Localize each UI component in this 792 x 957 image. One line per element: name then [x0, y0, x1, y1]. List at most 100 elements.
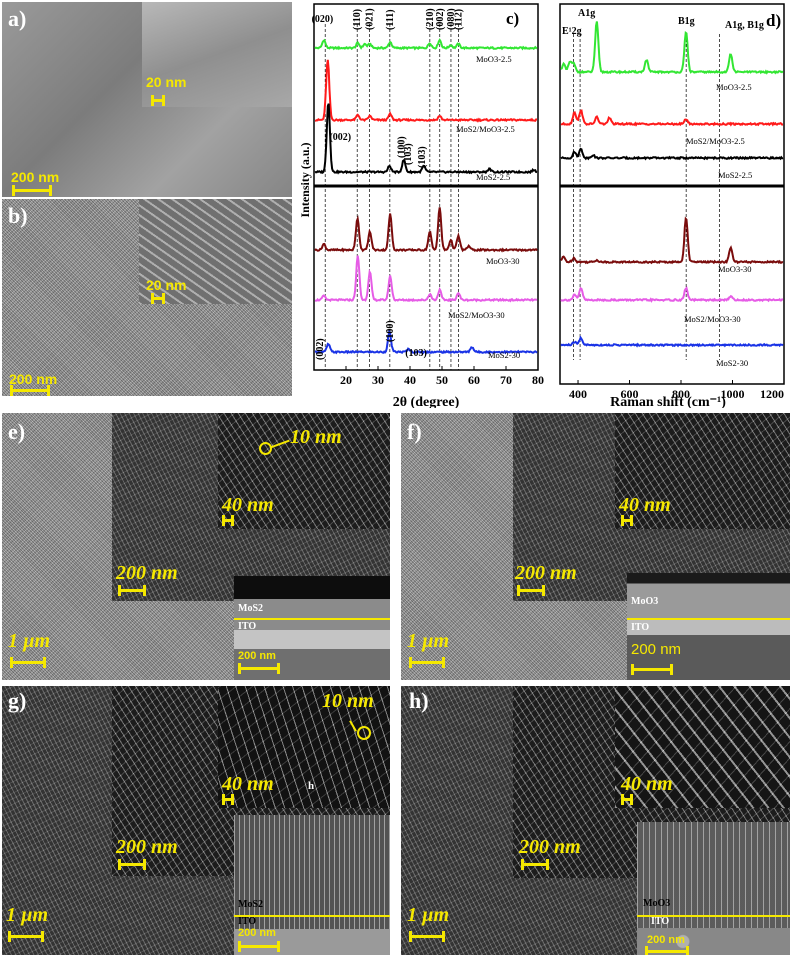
raman-peak-label-0: E¹2g	[562, 26, 582, 37]
raman-plot-frame	[559, 3, 785, 385]
xrd-mos2-30-peak-label-1: (100)	[385, 320, 396, 342]
main-scale-bar-h	[409, 931, 445, 942]
cross-scale-label-f: 200 nm	[631, 641, 682, 658]
cross-scale-bar-g	[238, 941, 280, 952]
main-scale-unit-e: µm	[23, 630, 51, 652]
feature-circle-g	[357, 726, 371, 740]
raman-series-label-4: MoS2/MoO3-30	[684, 314, 741, 324]
mid-scale-unit-f: nm	[550, 562, 577, 584]
sem-panel-h: MoO3 ITO 200 nm h) 40 nm 200 nm 1 µm	[401, 686, 790, 955]
raman-chart: MoO3-2.5 MoS2/MoO3-2.5 MoS2-2.5 MoO3-30 MoS2…	[559, 3, 785, 408]
xrd-y-axis-label: Intensity (a.u.)	[298, 142, 312, 217]
raman-series-line-1	[560, 109, 784, 127]
sem-panel-g: MoS2 ITO 200 nm g) 10 nm h 40 nm 200 nm …	[2, 686, 390, 955]
xrd-mos2-2-5-peak-label-3: (103)	[417, 146, 428, 168]
sem-high-inset-e	[218, 413, 390, 529]
feature-unit-e: nm	[315, 426, 342, 448]
mid-scale-value-g: 200	[116, 836, 146, 858]
interface-line-f	[627, 618, 790, 620]
layer-label-bottom-e: ITO	[238, 621, 257, 632]
raman-x-tick-label-2: 800	[672, 387, 690, 401]
sem-high-inset-f	[615, 413, 790, 529]
main-scale-label-h: 1 µm	[407, 904, 449, 927]
raman-series-line-4	[560, 286, 784, 303]
inset-scale-label-a: 20 nm	[146, 74, 187, 90]
raman-peak-label-2: B1g	[678, 16, 695, 27]
mid-scale-value-h: 200	[519, 836, 549, 858]
xrd-series-label-2: MoS2-2.5	[476, 172, 510, 182]
mid-scale-bar-f	[517, 585, 545, 596]
main-scale-bar-a	[12, 185, 52, 196]
inset-scale-value-g: 40	[222, 773, 242, 795]
xrd-x-tick-label-6: 80	[532, 373, 544, 387]
inset-scale-value-e: 40	[222, 494, 242, 516]
mid-scale-label-f: 200 nm	[515, 562, 577, 585]
inset-scale-label-e: 40 nm	[222, 494, 274, 517]
cross-scale-label-h: 200 nm	[647, 934, 685, 946]
xrd-x-tick-label-2: 40	[404, 373, 416, 387]
raman-series-label-5: MoS2-30	[716, 358, 748, 368]
substrate-g	[234, 929, 390, 955]
xrd-x-tick-label-1: 30	[372, 373, 384, 387]
raman-series-line-2	[560, 147, 784, 161]
feature-value-g: 10	[322, 690, 342, 712]
feature-unit-g: nm	[347, 690, 374, 712]
xrd-x-axis-label: 2θ (degree)	[393, 395, 460, 408]
xrd-chart-panel: MoO3-2.5 MoS2/MoO3-2.5 MoS2-2.5 MoO3-30 MoS2…	[296, 0, 546, 408]
raman-series-line-0	[560, 21, 784, 75]
panel-label-g: g)	[8, 688, 27, 713]
xrd-top-peak-label-1: (110)	[352, 9, 363, 30]
raman-x-tick-label-3: 1000	[721, 387, 745, 401]
xrd-series-line-0	[314, 38, 538, 51]
main-scale-unit-h: µm	[422, 904, 450, 926]
cross-scale-bar-f	[631, 664, 673, 675]
main-scale-bar-e	[10, 657, 46, 668]
main-scale-value-h: 1	[407, 904, 417, 926]
xrd-x-tick-label-4: 60	[468, 373, 480, 387]
panel-label-e: e)	[8, 419, 26, 444]
feature-label-e: 10 nm	[290, 426, 342, 449]
xrd-top-peak-label-6: (080)	[446, 8, 457, 30]
raman-peak-label-1: A1g	[578, 8, 595, 19]
mid-scale-bar-h	[521, 859, 549, 870]
main-scale-bar-f	[409, 657, 445, 668]
mid-scale-value-e: 200	[116, 562, 146, 584]
raman-series-line-3	[560, 216, 784, 265]
xrd-series-label-1: MoS2/MoO3-2.5	[456, 124, 515, 134]
raman-peak-label-3: A1g, B1g	[725, 20, 764, 31]
raman-series-label-2: MoS2-2.5	[718, 170, 752, 180]
mid-scale-bar-e	[118, 585, 146, 596]
xrd-mos2-30-peak-label-2: (103)	[405, 348, 427, 359]
main-scale-label-f: 1 µm	[407, 630, 449, 653]
xrd-top-peak-label-3: (111)	[385, 9, 396, 30]
mid-scale-label-e: 200 nm	[116, 562, 178, 585]
panel-label-h: h)	[409, 688, 429, 713]
raman-series-label-3: MoO3-30	[718, 264, 752, 274]
inset-scale-bar-b	[151, 293, 165, 304]
mid-scale-bar-g	[118, 859, 146, 870]
sem-high-inset-g	[218, 686, 390, 808]
main-scale-label-b: 200 nm	[9, 371, 58, 387]
feature-label-g: 10 nm	[322, 690, 374, 713]
layer-label-top-e: MoS2	[238, 603, 263, 614]
xrd-top-peak-label-5: (002)	[435, 8, 446, 30]
main-scale-value-g: 1	[6, 904, 16, 926]
panel-label-f: f)	[407, 419, 422, 444]
xrd-series-label-3: MoO3-30	[486, 256, 520, 266]
inset-scale-bar-g	[222, 794, 234, 805]
main-scale-bar-g	[8, 931, 44, 942]
raman-x-tick-label-4: 1200	[760, 387, 784, 401]
raman-panel-label: d)	[766, 11, 781, 30]
layer-label-bottom-g: ITO	[238, 916, 257, 927]
xrd-chart: MoO3-2.5 MoS2/MoO3-2.5 MoS2-2.5 MoO3-30 MoS2…	[298, 3, 544, 408]
xrd-mos2-2-5-peak-label-0: (002)	[329, 132, 351, 143]
raman-x-tick-label-0: 400	[569, 387, 587, 401]
layer-label-top-f: MoO3	[631, 596, 659, 607]
cross-scale-label-e: 200 nm	[238, 650, 276, 662]
raman-series-label-1: MoS2/MoO3-2.5	[686, 136, 745, 146]
sem-panel-e: MoS2 ITO 200 nm e) 10 nm 40 nm 200 nm 1 …	[2, 413, 390, 680]
mid-scale-value-f: 200	[515, 562, 545, 584]
feature-value-e: 10	[290, 426, 310, 448]
interface-line-h	[637, 915, 790, 917]
main-scale-value-e: 1	[8, 630, 18, 652]
